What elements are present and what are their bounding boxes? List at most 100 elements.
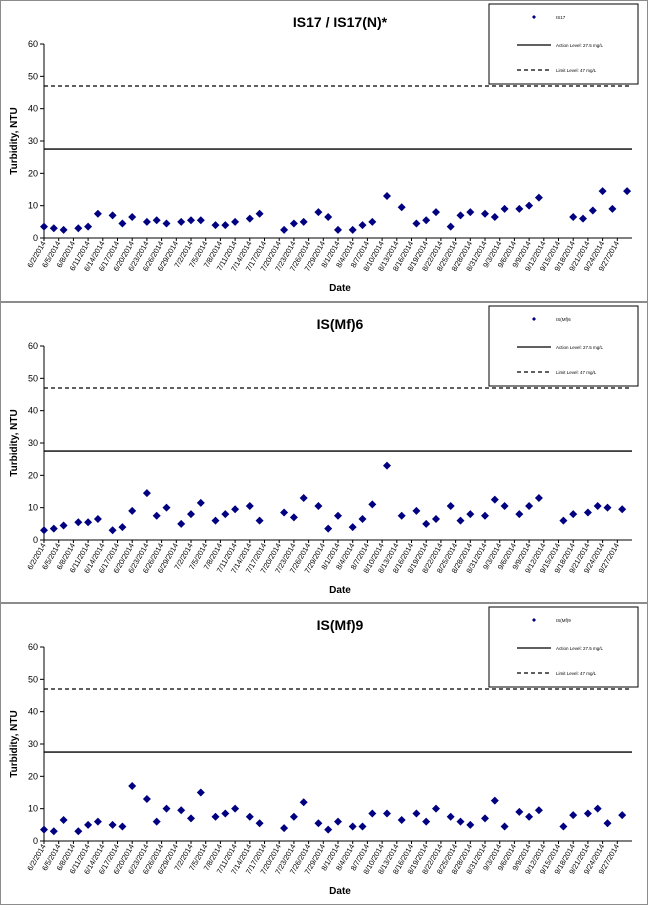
data-point bbox=[142, 217, 151, 226]
data-point bbox=[515, 807, 524, 816]
data-point bbox=[255, 516, 264, 525]
data-point bbox=[525, 201, 534, 210]
data-point bbox=[358, 514, 367, 523]
data-point bbox=[515, 204, 524, 213]
data-point bbox=[412, 506, 421, 515]
data-point bbox=[187, 216, 195, 225]
x-axis-label: Date bbox=[329, 283, 351, 294]
data-point bbox=[142, 489, 151, 498]
legend: IS17 Action Level: 27.5 mg/L Limit Level: … bbox=[488, 3, 639, 85]
legend: IS(Mf)9 Action Level: 27.5 mg/L Limit Leve… bbox=[488, 606, 639, 688]
data-point bbox=[490, 796, 499, 805]
data-point bbox=[481, 814, 489, 823]
data-point bbox=[583, 809, 592, 818]
data-point bbox=[348, 225, 357, 234]
data-point bbox=[324, 212, 333, 221]
data-point bbox=[618, 505, 627, 514]
y-tick-label: 40 bbox=[28, 707, 38, 717]
data-point bbox=[383, 809, 391, 818]
y-tick-label: 60 bbox=[28, 341, 38, 351]
data-point bbox=[93, 817, 102, 826]
data-point bbox=[368, 809, 377, 818]
data-point bbox=[118, 219, 127, 228]
data-point bbox=[583, 508, 592, 517]
y-tick-label: 50 bbox=[28, 674, 38, 684]
data-point bbox=[446, 812, 455, 821]
data-point bbox=[74, 518, 83, 527]
data-point bbox=[162, 503, 171, 512]
legend-box bbox=[488, 606, 639, 688]
data-point bbox=[162, 219, 171, 228]
legend-limit-label: Limit Level: 47 mg/L bbox=[556, 671, 597, 676]
data-point bbox=[608, 204, 617, 213]
y-tick-label: 10 bbox=[28, 804, 38, 814]
data-point bbox=[348, 523, 357, 532]
data-point bbox=[74, 827, 83, 836]
data-point bbox=[231, 505, 240, 514]
data-point bbox=[40, 526, 48, 535]
data-point bbox=[314, 208, 323, 217]
data-point bbox=[177, 217, 186, 226]
data-point bbox=[152, 216, 161, 225]
y-tick-label: 30 bbox=[28, 739, 38, 749]
data-point bbox=[559, 516, 568, 525]
data-point bbox=[84, 222, 93, 231]
legend: IS(Mf)6 Action Level: 27.5 mg/L Limit Leve… bbox=[488, 305, 639, 387]
data-point bbox=[334, 511, 342, 520]
x-axis-label: Date bbox=[329, 886, 351, 897]
data-point bbox=[490, 212, 499, 221]
data-point bbox=[255, 819, 264, 828]
chart-panel-1: IS17 / IS17(N)* 0 10 20 30 40 50 60 Turbidity, N… bbox=[0, 0, 648, 302]
data-point bbox=[49, 524, 58, 533]
y-tick-label: 60 bbox=[28, 642, 38, 652]
data-point bbox=[211, 516, 220, 525]
data-point bbox=[40, 825, 48, 834]
legend-limit-label: Limit Level: 47 mg/L bbox=[556, 370, 597, 375]
data-point bbox=[118, 523, 127, 532]
x-axis-label: Date bbox=[329, 585, 351, 596]
data-point bbox=[211, 812, 220, 821]
data-point bbox=[74, 224, 83, 233]
data-point bbox=[152, 511, 161, 520]
data-point bbox=[569, 811, 578, 820]
data-point bbox=[84, 820, 93, 829]
y-tick-label: 20 bbox=[28, 168, 38, 178]
data-point bbox=[196, 498, 205, 507]
data-point bbox=[142, 794, 151, 803]
y-tick-label: 50 bbox=[28, 71, 38, 81]
data-point bbox=[334, 225, 342, 234]
data-point bbox=[221, 221, 230, 230]
y-tick-label: 0 bbox=[33, 233, 38, 243]
legend-action-label: Action Level: 27.5 mg/L bbox=[556, 646, 604, 651]
chart-title: IS(Mf)9 bbox=[317, 617, 364, 633]
data-point bbox=[93, 209, 102, 218]
data-point bbox=[383, 461, 391, 470]
data-point bbox=[534, 193, 543, 202]
data-point bbox=[280, 225, 289, 234]
data-point bbox=[289, 513, 298, 522]
y-tick-label: 40 bbox=[28, 406, 38, 416]
data-point bbox=[59, 521, 68, 530]
data-point bbox=[618, 811, 627, 820]
data-point bbox=[49, 224, 58, 233]
data-point bbox=[466, 820, 475, 829]
data-point bbox=[603, 503, 612, 512]
data-point bbox=[368, 500, 377, 509]
data-point bbox=[490, 495, 499, 504]
data-point bbox=[481, 209, 489, 218]
data-point bbox=[280, 508, 289, 517]
chart-title: IS(Mf)6 bbox=[317, 316, 364, 332]
data-point bbox=[422, 519, 431, 528]
data-point bbox=[481, 511, 489, 520]
data-point bbox=[559, 822, 568, 831]
data-point bbox=[231, 217, 240, 226]
data-point bbox=[84, 518, 93, 527]
y-tick-label: 20 bbox=[28, 470, 38, 480]
data-point bbox=[299, 217, 308, 226]
data-point bbox=[432, 514, 440, 523]
data-point bbox=[432, 804, 440, 813]
data-point bbox=[196, 788, 205, 797]
data-point bbox=[534, 806, 543, 815]
